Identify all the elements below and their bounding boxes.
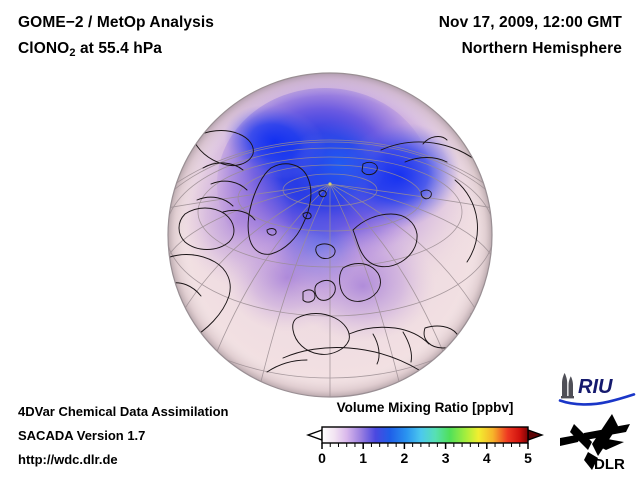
colorbar-tick-5: 5: [524, 450, 532, 466]
colorbar-tick-3: 3: [441, 450, 450, 466]
colorbar-tick-0: 0: [318, 450, 326, 466]
globe-limb: [167, 72, 493, 398]
north-pole-marker: [328, 182, 332, 186]
hemisphere-label: Northern Hemisphere: [461, 40, 622, 57]
credit-line-url[interactable]: http://wdc.dlr.de: [18, 452, 118, 467]
dlr-wordmark: DLR: [594, 456, 625, 473]
species-name: ClONO: [18, 40, 70, 57]
riu-towers-icon: [561, 373, 574, 399]
credit-line-assimilation: 4DVar Chemical Data Assimilation: [18, 404, 229, 419]
orthographic-projection: [167, 72, 493, 398]
colorbar-ticks: [321, 443, 529, 449]
dlr-mark-icon: [560, 414, 630, 470]
colorbar-tick-4: 4: [482, 450, 491, 466]
colorbar-title: Volume Mixing Ratio [ppbv]: [336, 400, 514, 415]
concentration-field: [168, 73, 492, 397]
riu-wordmark: RIU: [578, 376, 613, 398]
species-subscript: 2: [69, 47, 76, 59]
timestamp-label: Nov 17, 2009, 12:00 GMT: [438, 14, 622, 31]
riu-logo: RIU: [558, 373, 636, 406]
dlr-logo: DLR: [560, 414, 630, 473]
pressure-level: at 55.4 hPa: [75, 40, 163, 57]
colorbar: Volume Mixing Ratio [ppbv]: [306, 400, 544, 474]
riu-swoosh-icon: [558, 393, 636, 406]
colorbar-underflow-arrow: [306, 429, 323, 441]
colorbar-tick-1: 1: [359, 450, 368, 466]
species-level-label: ClONO2 at 55.4 hPa: [18, 40, 162, 59]
credit-line-version: SACADA Version 1.7: [18, 428, 146, 443]
colorbar-gradient: [321, 426, 529, 444]
colorbar-tick-labels: 0 1 2 3 4 5: [306, 450, 544, 472]
globe-map: [167, 72, 493, 398]
page-title: GOME−2 / MetOp Analysis: [18, 14, 214, 31]
colorbar-overflow-arrow: [527, 429, 544, 441]
colorbar-tick-2: 2: [400, 450, 409, 466]
colorbar-scale: [306, 426, 544, 449]
